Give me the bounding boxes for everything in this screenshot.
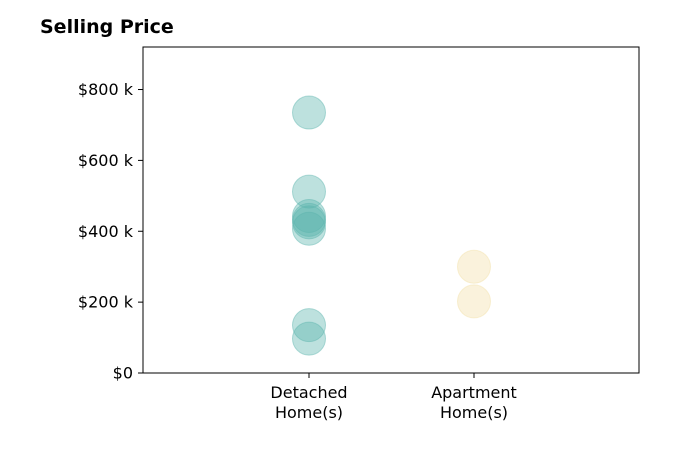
x-tick-label: Apartment Home(s) bbox=[431, 383, 517, 422]
data-point bbox=[457, 284, 491, 319]
data-point bbox=[292, 308, 326, 343]
y-tick-label: $400 k bbox=[78, 222, 134, 241]
data-point bbox=[292, 199, 326, 234]
data-point bbox=[292, 211, 326, 246]
data-point bbox=[457, 249, 491, 284]
y-tick-label: $200 k bbox=[78, 293, 134, 312]
data-point bbox=[292, 202, 326, 237]
y-tick-label: $0 bbox=[113, 364, 133, 383]
data-point bbox=[292, 321, 326, 356]
data-point bbox=[292, 174, 326, 209]
points-layer bbox=[292, 95, 491, 356]
y-axis: $0 $200 k $400 k $600 k $800 k bbox=[78, 80, 143, 383]
chart-title: Selling Price bbox=[40, 16, 174, 38]
x-tick-label: Detached Home(s) bbox=[270, 383, 347, 422]
x-axis: Detached Home(s) Apartment Home(s) bbox=[270, 373, 517, 422]
data-point bbox=[292, 95, 326, 130]
y-tick-label: $800 k bbox=[78, 80, 134, 99]
data-point bbox=[292, 205, 326, 240]
y-tick-label: $600 k bbox=[78, 151, 134, 170]
plot-frame bbox=[142, 46, 640, 374]
